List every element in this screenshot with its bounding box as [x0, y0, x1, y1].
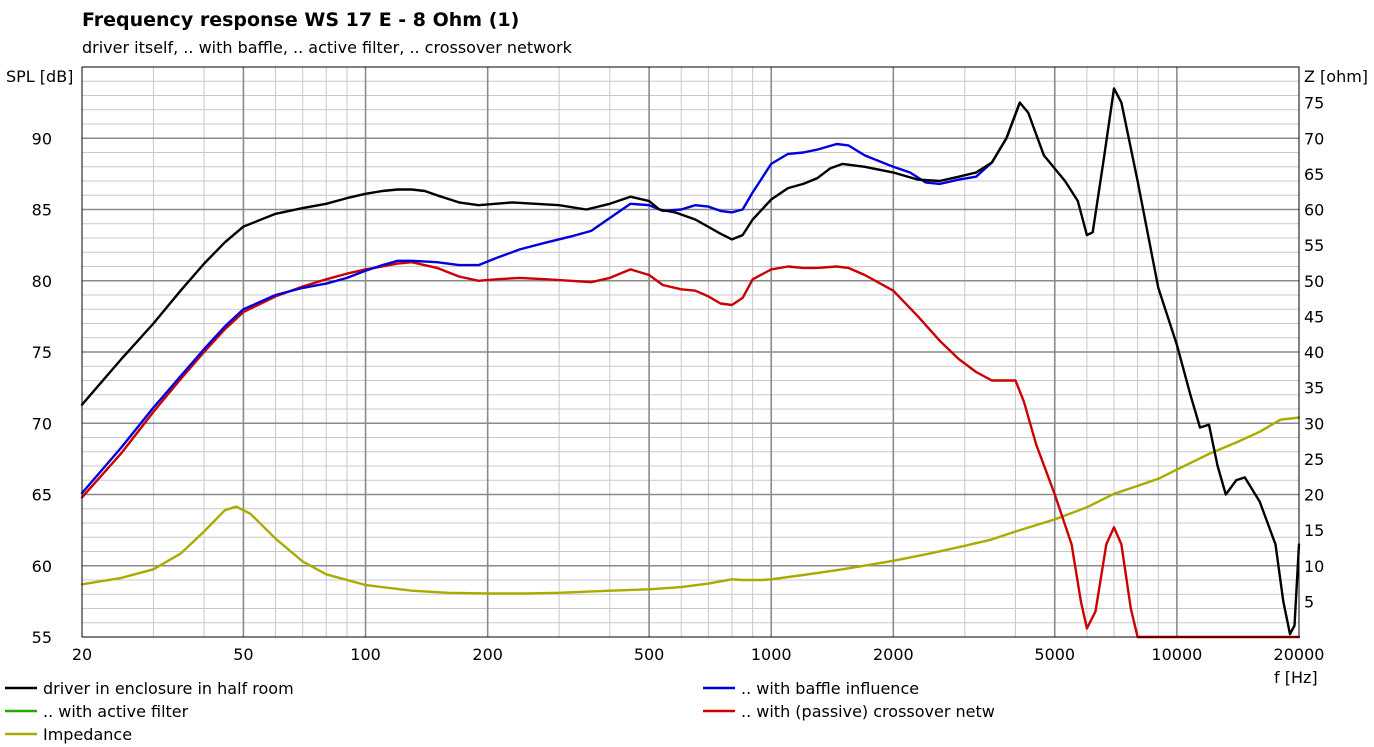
y2-tick-label: 40	[1304, 343, 1324, 362]
y2-tick-label: 45	[1304, 307, 1324, 326]
y2-tick-label: 75	[1304, 94, 1324, 113]
x-tick-label: 5000	[1034, 645, 1075, 664]
legend-label: .. with baffle influence	[741, 679, 919, 698]
series-line	[80, 87, 1301, 636]
legend: driver in enclosure in half room .. with …	[5, 679, 995, 744]
y2-tick-label: 20	[1304, 486, 1324, 505]
y2-tick-label: 55	[1304, 236, 1324, 255]
series-line	[80, 261, 1301, 639]
y2-tick-label: 60	[1304, 201, 1324, 220]
y2-tick-label: 50	[1304, 272, 1324, 291]
x-tick-label: 2000	[873, 645, 914, 664]
y-tick-label: 70	[32, 414, 52, 433]
legend-label: driver in enclosure in half room	[43, 679, 294, 698]
x-tick-label: 200	[472, 645, 503, 664]
major-grid	[82, 67, 1299, 637]
chart-title: Frequency response WS 17 E - 8 Ohm (1)	[82, 9, 519, 31]
y2-tick-label: 35	[1304, 379, 1324, 398]
series-layer	[80, 87, 1301, 639]
chart-subtitle: driver itself, .. with baffle, .. active…	[82, 38, 573, 57]
y-axis-label-right: Z [ohm]	[1304, 67, 1368, 86]
x-tick-label: 100	[350, 645, 381, 664]
y2-tick-label: 15	[1304, 521, 1324, 540]
y2-tick-label: 10	[1304, 557, 1324, 576]
y-tick-label: 75	[32, 343, 52, 362]
y2-tick-label: 25	[1304, 450, 1324, 469]
legend-label: .. with active filter	[43, 702, 189, 721]
y-tick-label: 80	[32, 272, 52, 291]
x-tick-label: 10000	[1151, 645, 1202, 664]
y2-tick-label: 65	[1304, 165, 1324, 184]
x-tick-label: 20000	[1274, 645, 1325, 664]
legend-label: Impedance	[43, 725, 132, 744]
y-tick-label: 65	[32, 486, 52, 505]
y-tick-label: 55	[32, 628, 52, 647]
x-tick-label: 20	[72, 645, 92, 664]
series-line	[80, 416, 1301, 595]
x-tick-label: 500	[634, 645, 665, 664]
x-tick-label: 1000	[751, 645, 792, 664]
y-tick-labels: 55 60 65 70 75 80 85 90	[32, 129, 52, 647]
y-tick-label: 85	[32, 201, 52, 220]
y-tick-label: 90	[32, 129, 52, 148]
y2-tick-label: 70	[1304, 129, 1324, 148]
y2-tick-labels: 5 10 15 20 25 30 35 40 45 50 55 60 65 70 75	[1304, 94, 1324, 612]
plot-frame	[81, 66, 1300, 638]
y2-tick-label: 5	[1304, 592, 1314, 611]
x-axis-label: f [Hz]	[1274, 668, 1318, 687]
y-axis-label-left: SPL [dB]	[6, 67, 73, 86]
series-line	[80, 101, 1021, 495]
x-tick-label: 50	[233, 645, 253, 664]
x-tick-labels: 20 50 100 200 500 1000 2000 5000 10000 20000	[72, 645, 1325, 664]
legend-label: .. with (passive) crossover netw	[741, 702, 995, 721]
y2-tick-label: 30	[1304, 414, 1324, 433]
y-tick-label: 60	[32, 557, 52, 576]
